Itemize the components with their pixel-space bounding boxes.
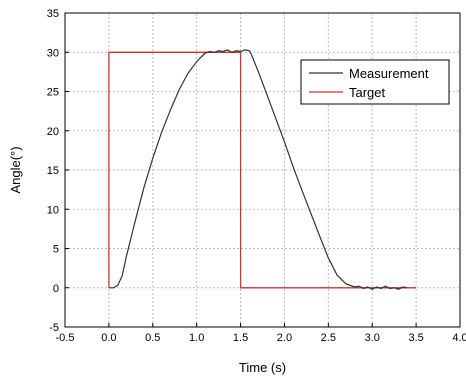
- y-tick-label: 30: [47, 47, 59, 59]
- legend: Measurement Target: [300, 59, 450, 105]
- x-axis-title: Time (s): [239, 360, 286, 375]
- x-tick-label: 1.0: [189, 332, 204, 344]
- legend-box: [300, 59, 450, 105]
- x-tick-label: 0.5: [145, 332, 160, 344]
- y-tick-label: 10: [47, 204, 59, 216]
- series-layer: [108, 49, 417, 290]
- x-tick-label: 2.0: [277, 332, 292, 344]
- x-tick-label: 0.0: [101, 332, 116, 344]
- x-tick-label: 3.0: [365, 332, 380, 344]
- axis-ticks: -0.5 0.0 0.5 1.0 1.5 2.0 2.5 3.0 3.5 4.0 -5 0 5 10 15 2…: [47, 8, 466, 344]
- series-line-target: [108, 51, 417, 289]
- legend-label-target: Target: [349, 85, 386, 100]
- y-tick-label: 0: [53, 283, 59, 295]
- y-tick-label: 25: [47, 87, 59, 99]
- x-tick-label: 1.5: [233, 332, 248, 344]
- y-tick-label: 15: [47, 165, 59, 177]
- legend-label-measurement: Measurement: [349, 66, 429, 81]
- y-tick-label: 35: [47, 8, 59, 20]
- x-tick-label: 2.5: [321, 332, 336, 344]
- y-tick-label: -5: [49, 322, 59, 334]
- series-line-measurement: [108, 49, 408, 290]
- x-tick-label: 4.0: [452, 332, 466, 344]
- y-tick-label: 20: [47, 126, 59, 138]
- x-tick-label: 3.5: [408, 332, 423, 344]
- x-tick-label: -0.5: [56, 332, 75, 344]
- y-axis-title: Angle(°): [8, 146, 23, 193]
- y-tick-label: 5: [53, 244, 59, 256]
